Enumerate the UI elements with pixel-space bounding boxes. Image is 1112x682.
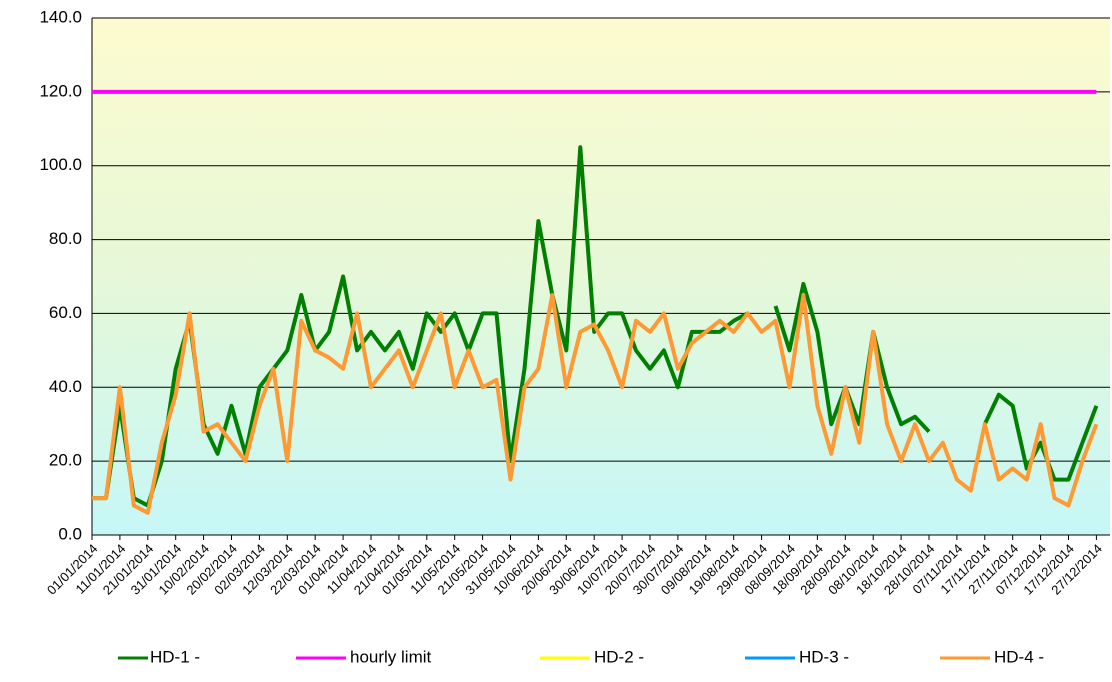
legend-label: HD-2 -: [594, 647, 644, 666]
legend-label: HD-1 -: [150, 647, 200, 666]
y-tick-label: 100.0: [39, 155, 82, 174]
legend-label: HD-4 -: [994, 647, 1044, 666]
y-tick-label: 140.0: [39, 7, 82, 26]
y-tick-label: 20.0: [49, 451, 82, 470]
y-tick-label: 120.0: [39, 81, 82, 100]
legend-label: HD-3 -: [799, 647, 849, 666]
legend-label: hourly limit: [350, 647, 432, 666]
y-tick-label: 40.0: [49, 377, 82, 396]
y-tick-label: 60.0: [49, 303, 82, 322]
series-line: [92, 293, 1099, 515]
y-tick-label: 80.0: [49, 229, 82, 248]
y-tick-label: 0.0: [58, 524, 82, 543]
